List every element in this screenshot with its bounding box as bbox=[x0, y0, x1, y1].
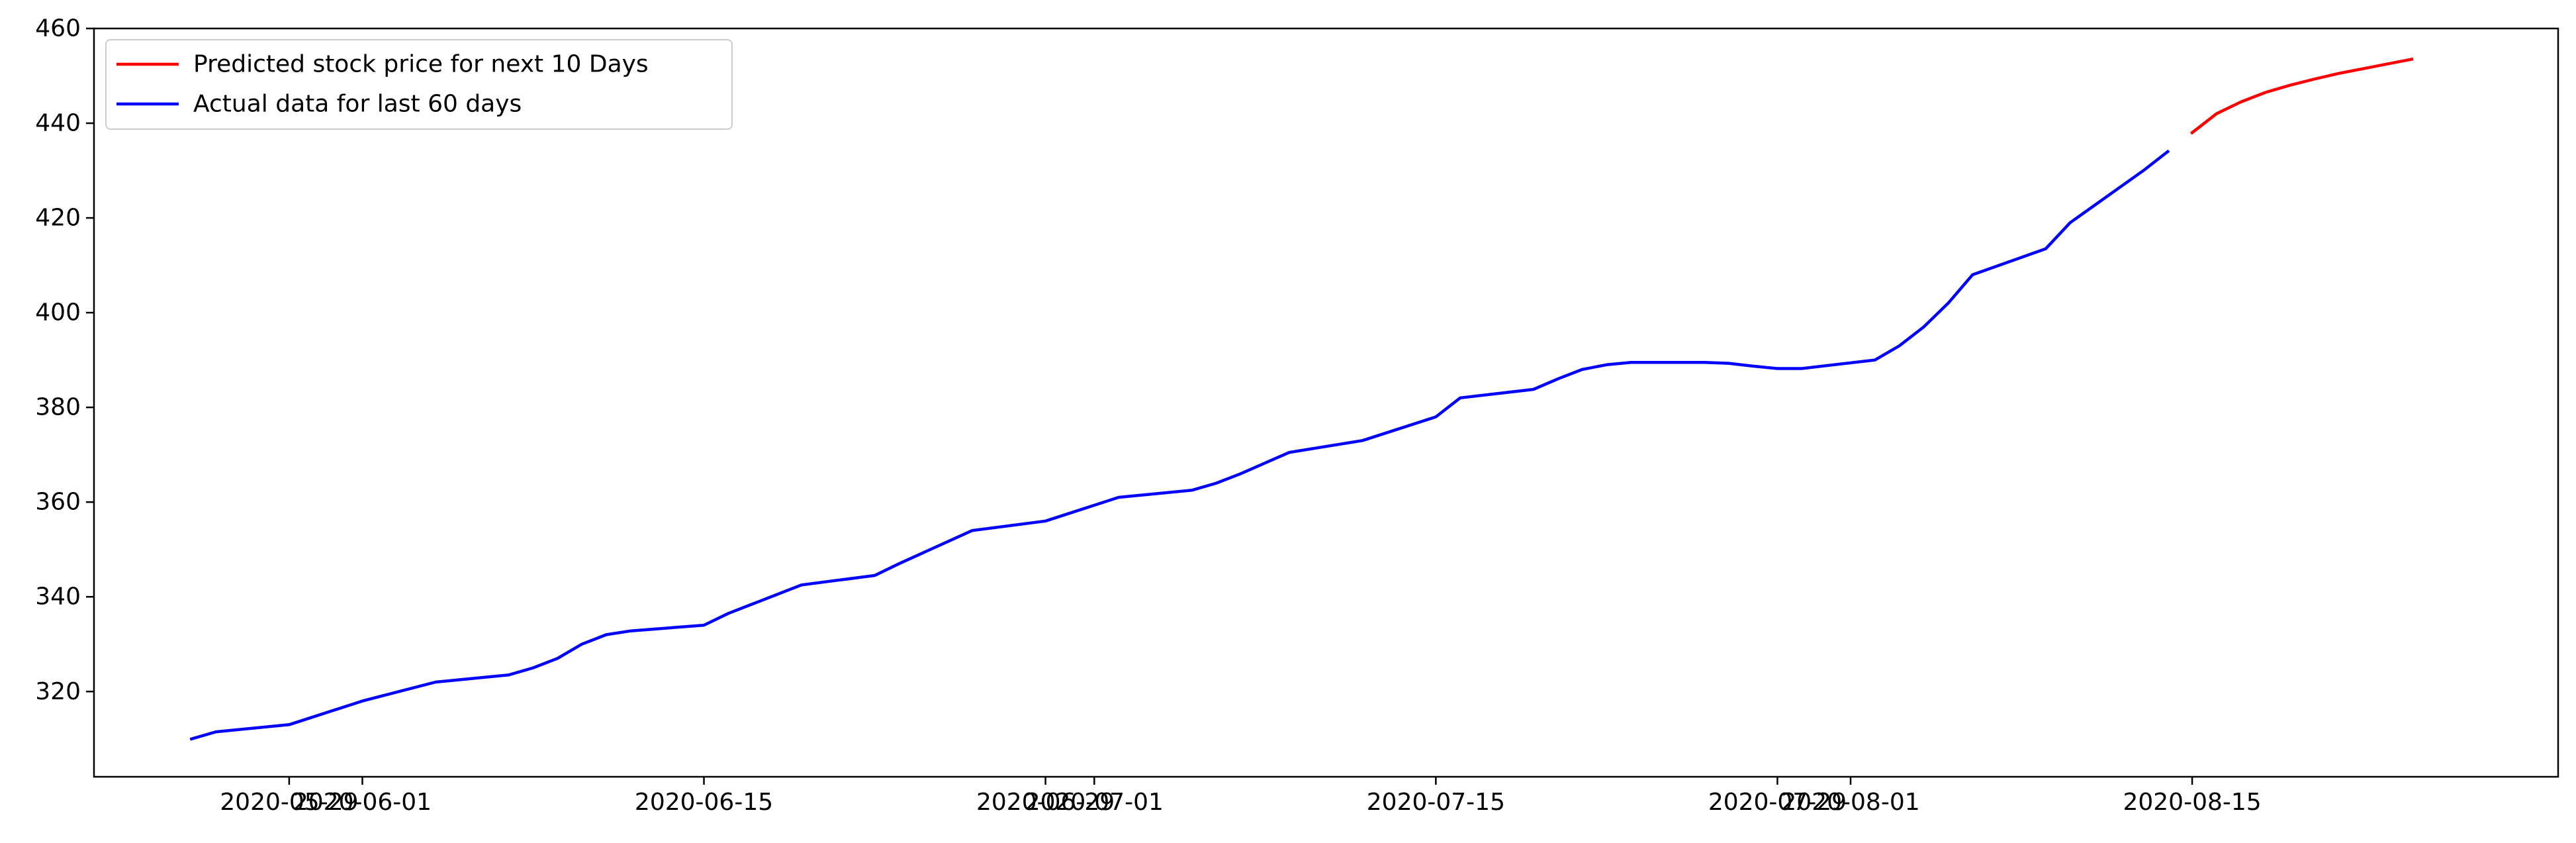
plot-area-frame bbox=[93, 27, 2559, 778]
y-axis: 320 340 360 380 400 420 440 460 bbox=[35, 15, 94, 705]
legend: Predicted stock price for next 10 Days Ac… bbox=[105, 39, 733, 130]
y-tick-label: 420 bbox=[35, 205, 81, 232]
y-tick-label: 400 bbox=[35, 299, 81, 326]
x-tick-label: 2020-05-29 bbox=[220, 789, 358, 816]
series-layer bbox=[189, 57, 2414, 741]
x-tick-label: 2020-08-15 bbox=[2123, 789, 2261, 816]
y-tick-label: 460 bbox=[35, 15, 81, 42]
x-tick-label: 2020-07-01 bbox=[1025, 789, 1164, 816]
x-tick-label: 2020-07-29 bbox=[1708, 789, 1847, 816]
y-tick-label: 360 bbox=[35, 489, 81, 516]
x-tick-label: 2020-06-01 bbox=[293, 789, 432, 816]
x-tick-label: 2020-06-15 bbox=[635, 789, 773, 816]
x-tick-label: 2020-08-01 bbox=[1781, 789, 1919, 816]
x-tick-label: 2020-07-15 bbox=[1367, 789, 1505, 816]
y-tick-label: 320 bbox=[35, 678, 81, 705]
legend-box bbox=[105, 39, 733, 130]
series-line-predicted bbox=[2189, 57, 2414, 135]
series-line-actual bbox=[189, 149, 2170, 741]
y-tick-label: 340 bbox=[35, 583, 81, 611]
x-tick-label: 2020-06-29 bbox=[976, 789, 1115, 816]
y-tick-label: 440 bbox=[35, 110, 81, 137]
y-tick-label: 380 bbox=[35, 394, 81, 421]
legend-label-actual: Actual data for last 60 days bbox=[193, 91, 522, 118]
legend-label-predicted: Predicted stock price for next 10 Days bbox=[193, 51, 649, 78]
